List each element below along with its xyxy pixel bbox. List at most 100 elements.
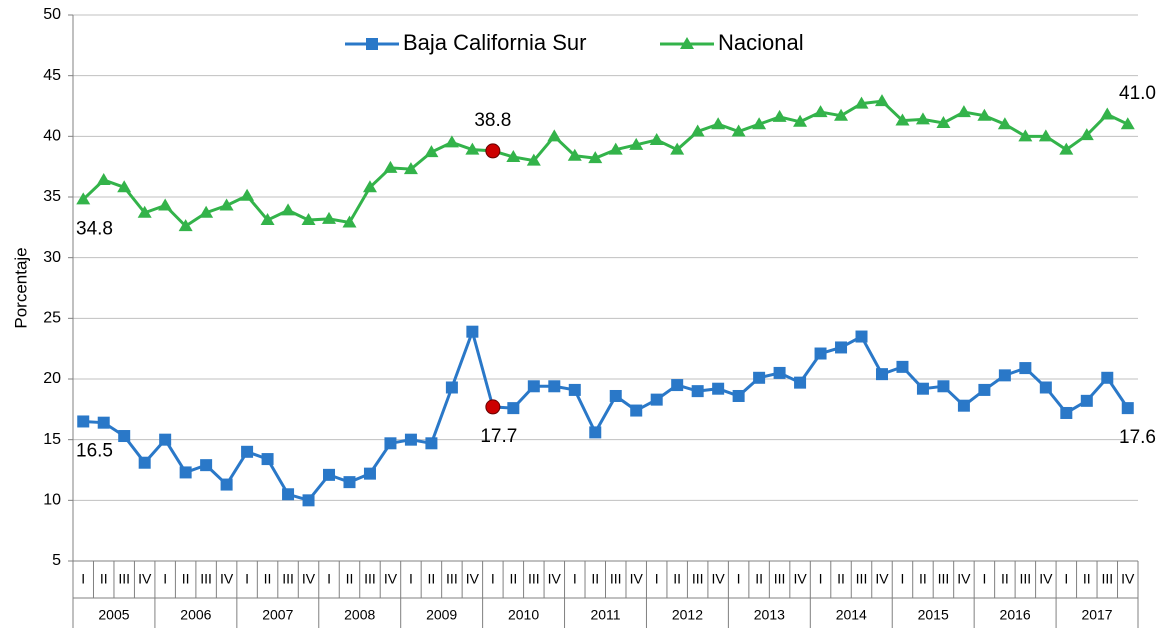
point-marker [998, 369, 1011, 382]
point-marker [281, 203, 296, 216]
point-marker [997, 117, 1012, 130]
point-marker [465, 142, 480, 155]
point-marker [1120, 117, 1135, 130]
group-label: 2005 [98, 607, 129, 623]
point-marker [854, 96, 869, 109]
x-tick-label: I [245, 571, 249, 587]
point-marker [712, 382, 725, 395]
x-tick-label: III [774, 571, 786, 587]
group-label: 2014 [836, 607, 867, 623]
data-label: 17.7 [480, 426, 517, 447]
point-marker [1080, 394, 1093, 407]
x-tick-label: IV [548, 571, 562, 587]
x-tick-label: III [610, 571, 622, 587]
point-marker [200, 459, 213, 472]
point-marker [671, 379, 684, 392]
x-tick-label: III [364, 571, 376, 587]
point-marker [506, 149, 521, 162]
point-marker [1059, 142, 1074, 155]
point-marker [445, 381, 458, 394]
point-marker [1038, 129, 1053, 142]
data-label: 41.0 [1119, 83, 1156, 104]
x-tick-label: III [446, 571, 458, 587]
point-marker [178, 219, 193, 232]
data-label: 34.8 [76, 218, 113, 239]
point-marker [159, 433, 172, 446]
x-tick-label: I [409, 571, 413, 587]
point-marker [567, 148, 582, 161]
x-tick-label: I [491, 571, 495, 587]
point-marker [753, 371, 766, 384]
point-marker [874, 94, 889, 107]
x-tick-label: IV [1121, 571, 1135, 587]
point-marker [403, 162, 418, 175]
x-tick-label: II [346, 571, 354, 587]
point-marker [691, 385, 704, 398]
point-marker [855, 330, 868, 343]
x-tick-label: II [264, 571, 272, 587]
x-tick-label: IV [793, 571, 807, 587]
x-tick-label: I [163, 571, 167, 587]
group-label: 2013 [754, 607, 785, 623]
x-tick-label: II [182, 571, 190, 587]
y-tick-label: 45 [43, 67, 61, 84]
point-marker [1060, 406, 1073, 419]
point-marker [322, 211, 337, 224]
x-tick-label: II [100, 571, 108, 587]
point-marker [834, 108, 849, 121]
x-tick-label: II [509, 571, 517, 587]
group-label: 2007 [262, 607, 293, 623]
x-tick-label: I [982, 571, 986, 587]
point-marker [199, 205, 214, 218]
point-marker [772, 109, 787, 122]
point-marker [1101, 371, 1114, 384]
legend-marker [366, 38, 378, 50]
point-marker [282, 488, 295, 501]
point-marker [260, 213, 275, 226]
point-marker [363, 467, 376, 480]
point-marker [608, 142, 623, 155]
point-marker [916, 382, 929, 395]
point-marker [96, 173, 111, 186]
group-label: 2015 [918, 607, 949, 623]
x-tick-label: III [528, 571, 540, 587]
data-label: 17.6 [1119, 427, 1156, 448]
point-marker [548, 380, 561, 393]
x-tick-label: III [118, 571, 130, 587]
point-marker [526, 153, 541, 166]
group-label: 2011 [590, 607, 620, 623]
group-label: 2006 [180, 607, 211, 623]
x-tick-label: I [573, 571, 577, 587]
y-tick-label: 20 [43, 370, 61, 387]
point-marker [650, 393, 663, 406]
point-marker [630, 404, 643, 417]
group-label: 2017 [1081, 607, 1112, 623]
series-line [83, 326, 1130, 503]
point-marker [404, 433, 417, 446]
x-tick-label: III [1020, 571, 1032, 587]
point-marker [773, 366, 786, 379]
x-tick-label: IV [712, 571, 726, 587]
point-marker [158, 198, 173, 211]
highlight-marker [485, 399, 501, 415]
point-marker [978, 383, 991, 396]
point-marker [649, 132, 664, 145]
x-tick-label: I [81, 571, 85, 587]
x-tick-label: IV [384, 571, 398, 587]
point-marker [507, 402, 520, 415]
x-tick-label: I [327, 571, 331, 587]
point-marker [77, 415, 90, 428]
x-tick-label: IV [466, 571, 480, 587]
y-tick-label: 30 [43, 249, 61, 266]
point-marker [137, 205, 152, 218]
point-marker [937, 380, 950, 393]
point-marker [957, 399, 970, 412]
point-marker [240, 188, 255, 201]
x-tick-label: I [655, 571, 659, 587]
point-marker [875, 368, 888, 381]
point-marker [1100, 107, 1115, 120]
point-marker [977, 108, 992, 121]
point-marker [138, 456, 151, 469]
x-tick-label: IV [220, 571, 234, 587]
